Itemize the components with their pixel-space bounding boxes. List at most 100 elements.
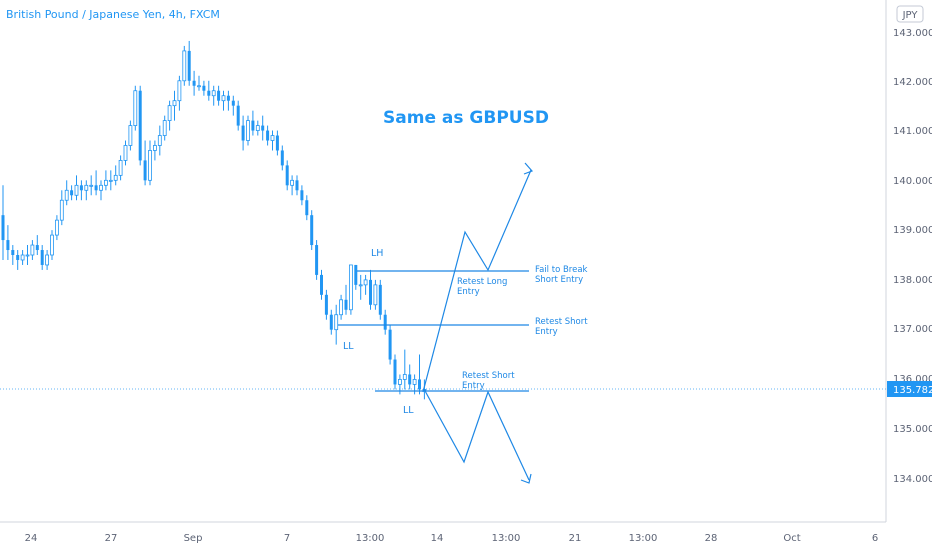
candle-body[interactable] — [177, 80, 182, 102]
candle-body[interactable] — [11, 250, 15, 255]
candle-body[interactable] — [202, 85, 206, 91]
price-axis[interactable]: 143.000 142.000 141.000 140.000 139.000 … — [893, 28, 932, 485]
candle-body[interactable] — [339, 299, 344, 316]
candle-body[interactable] — [55, 219, 59, 236]
candle-body[interactable] — [104, 179, 108, 186]
candle-body[interactable] — [217, 90, 221, 101]
candle-body[interactable] — [79, 185, 83, 191]
candle-body[interactable] — [123, 145, 128, 161]
candle-body[interactable] — [64, 189, 69, 201]
candle-body[interactable] — [315, 245, 319, 275]
candle-body[interactable] — [358, 284, 363, 287]
candle-body[interactable] — [162, 120, 167, 136]
candle-body[interactable] — [348, 264, 353, 311]
candle-body[interactable] — [221, 95, 226, 102]
candle-body[interactable] — [113, 174, 118, 181]
candle-body[interactable] — [280, 150, 284, 166]
candle-body[interactable] — [197, 85, 201, 88]
symbol-title[interactable]: British Pound / Japanese Yen, 4h, FXCM — [6, 8, 220, 21]
candle-body[interactable] — [84, 184, 89, 191]
candle-body[interactable] — [148, 150, 152, 181]
currency-badge[interactable] — [896, 5, 924, 23]
candle-body[interactable] — [255, 125, 260, 131]
candle-body[interactable] — [6, 240, 10, 251]
candle-body[interactable] — [344, 299, 348, 310]
candle-body[interactable] — [94, 185, 98, 191]
candle-body[interactable] — [133, 90, 138, 126]
candle-body[interactable] — [275, 135, 279, 151]
candle-body[interactable] — [50, 234, 54, 256]
price-tick: 135.000 — [893, 424, 932, 435]
candle-body[interactable] — [369, 279, 372, 305]
candle-body[interactable] — [207, 90, 211, 96]
bearish-projection-path[interactable] — [423, 388, 530, 481]
candle-body[interactable] — [310, 215, 314, 246]
candle-body[interactable] — [226, 95, 230, 101]
candle-body[interactable] — [70, 190, 74, 196]
candle-body[interactable] — [300, 190, 304, 201]
candle-body[interactable] — [246, 120, 250, 141]
candle-body[interactable] — [266, 130, 270, 141]
candle-body[interactable] — [251, 120, 255, 131]
candle-body[interactable] — [118, 160, 123, 176]
candle-body[interactable] — [16, 255, 20, 260]
candle-body[interactable] — [334, 314, 339, 331]
candle-body[interactable] — [99, 184, 103, 191]
candle-body[interactable] — [30, 244, 35, 256]
candle-body[interactable] — [354, 264, 358, 285]
candle-body[interactable] — [1, 215, 5, 241]
candle-body[interactable] — [20, 254, 25, 261]
candle-body[interactable] — [236, 105, 240, 126]
time-tick: 14 — [431, 533, 444, 544]
candle-body[interactable] — [211, 90, 216, 97]
candle-body[interactable] — [172, 100, 177, 107]
candle-body[interactable] — [59, 199, 64, 221]
candle-body[interactable] — [397, 379, 402, 385]
candle-body[interactable] — [108, 179, 113, 182]
candle-body[interactable] — [383, 314, 387, 330]
candle-body[interactable] — [138, 90, 142, 161]
bullish-projection-path[interactable] — [422, 169, 532, 393]
candle-body[interactable] — [363, 279, 368, 286]
current-price-tag — [887, 381, 932, 397]
candle-body[interactable] — [25, 254, 30, 257]
candle-body[interactable] — [35, 245, 39, 251]
candle-body[interactable] — [412, 379, 417, 385]
candle-body[interactable] — [320, 274, 323, 295]
candle-body[interactable] — [285, 165, 289, 186]
candle-body[interactable] — [128, 125, 133, 146]
candle-body[interactable] — [182, 50, 187, 82]
candle-body[interactable] — [393, 359, 397, 385]
candle-body[interactable] — [74, 184, 79, 196]
candle-body[interactable] — [152, 145, 157, 151]
candle-body[interactable] — [270, 135, 275, 141]
candle-body[interactable] — [388, 329, 392, 360]
candle-body[interactable] — [157, 135, 162, 146]
candle-body[interactable] — [45, 254, 49, 266]
retest-short-lower-sub-label: Entry — [462, 381, 485, 391]
candle-body[interactable] — [378, 284, 382, 315]
candle-body[interactable] — [290, 179, 295, 186]
candle-body[interactable] — [418, 379, 421, 390]
candle-body[interactable] — [373, 284, 378, 306]
candle-body[interactable] — [261, 125, 265, 131]
candle-body[interactable] — [324, 294, 328, 315]
candle-body[interactable] — [329, 314, 333, 330]
time-axis[interactable]: 24 27 Sep 7 13:00 14 13:00 21 13:00 28 O… — [25, 533, 879, 544]
candle-body[interactable] — [408, 374, 412, 385]
candle-body[interactable] — [187, 50, 191, 81]
candle-body[interactable] — [305, 200, 309, 216]
candle-body[interactable] — [402, 374, 407, 380]
candle-body[interactable] — [143, 160, 147, 181]
candle-body[interactable] — [40, 250, 44, 265]
candle-body[interactable] — [89, 184, 94, 187]
candle-body[interactable] — [231, 100, 235, 106]
price-tick: 139.000 — [893, 225, 932, 236]
candle-body[interactable] — [167, 105, 172, 121]
candle-body[interactable] — [192, 80, 196, 86]
candle-body[interactable] — [241, 125, 245, 141]
candle-body[interactable] — [295, 180, 299, 191]
